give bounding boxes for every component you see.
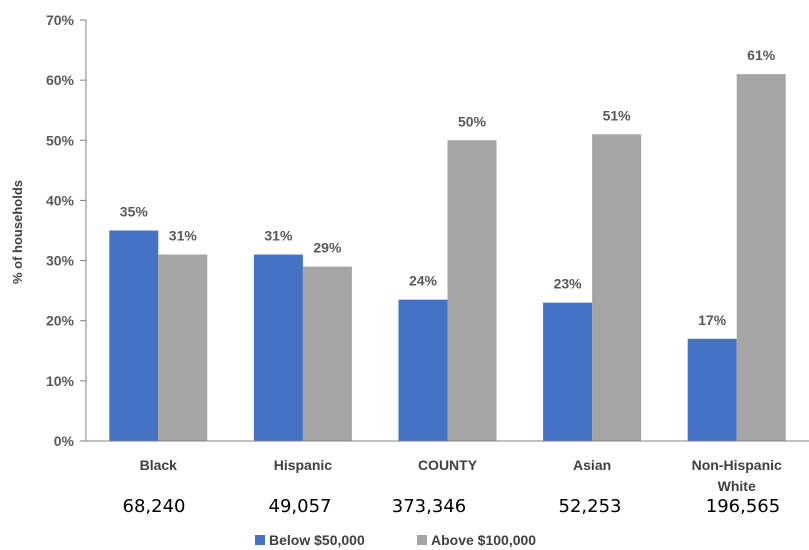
x-tick-label: Asian [573,457,611,473]
household-count: 373,346 [392,496,466,517]
data-label: 31% [169,228,198,244]
bar-below-50000 [109,230,159,441]
y-axis-label: % of households [10,180,25,284]
y-tick-label: 60% [46,72,75,88]
y-tick-label: 70% [46,12,75,28]
household-count: 49,057 [269,496,332,517]
data-labels: 35% 31% 31% 29% 24% 50% 23% 51% 17% 61% [120,47,776,328]
data-label: 61% [747,47,776,63]
bar-above-100000 [592,134,642,441]
legend: Below $50,000 Above $100,000 [255,532,536,548]
bar-above-100000 [302,266,352,441]
y-axis: 0% 10% 20% 30% 40% 50% 60% 70% [46,12,87,449]
data-label: 50% [458,113,487,129]
x-tick-label: Non-Hispanic [692,457,782,473]
x-tick-label: COUNTY [418,457,478,473]
x-tick-label: Hispanic [274,457,333,473]
household-count: 68,240 [123,496,186,517]
x-tick-label: Black [140,457,178,473]
data-label: 29% [313,240,342,256]
data-label: 17% [698,312,727,328]
bar-below-50000 [253,254,303,441]
legend-swatch [417,535,427,545]
bars [109,74,786,442]
y-tick-label: 40% [46,192,75,208]
bar-below-50000 [543,302,593,441]
y-tick-label: 10% [46,373,75,389]
data-label: 35% [120,204,149,220]
y-tick-label: 20% [46,313,75,329]
y-tick-label: 30% [46,253,75,269]
household-count: 52,253 [559,496,622,517]
data-label: 23% [554,276,583,292]
y-tick-label: 0% [54,433,75,449]
bar-above-100000 [447,140,497,442]
data-label: 31% [264,228,293,244]
bar-above-100000 [736,74,786,441]
data-label: 51% [603,107,632,123]
household-count: 196,565 [706,496,780,517]
legend-label: Above $100,000 [431,532,536,548]
bar-below-50000 [687,338,737,441]
legend-swatch [255,535,265,545]
household-counts: 68,240 49,057 373,346 52,253 196,565 [123,496,781,517]
data-label: 24% [409,273,438,289]
bar-below-50000 [398,299,448,441]
legend-label: Below $50,000 [269,532,365,548]
y-tick-label: 50% [46,132,75,148]
bar-above-100000 [158,254,208,441]
x-tick-label: White [718,478,756,494]
x-axis: Black Hispanic COUNTY Asian Non-Hispanic Whit… [86,440,809,494]
